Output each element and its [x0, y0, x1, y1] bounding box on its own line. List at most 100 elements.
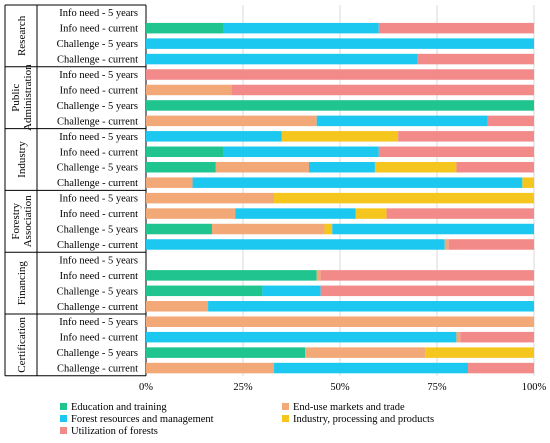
bar-segment-end — [146, 362, 275, 374]
row-label: Info need - current — [60, 209, 138, 220]
row-label: Challenge - 5 years — [57, 39, 138, 50]
row-label: Info need - 5 years — [59, 70, 138, 81]
x-axis-ticks: 0% 25% 50% 75% 100% — [139, 382, 547, 393]
legend-label-edu: Education and training — [71, 402, 167, 413]
row-label: Challenge - current — [57, 55, 138, 66]
bar-segment-ind — [281, 131, 399, 142]
bar-segment-for — [308, 161, 375, 173]
bar-segment-edu — [146, 22, 224, 34]
legend-swatch-for — [60, 415, 67, 422]
bar-segment-end — [456, 331, 461, 343]
row-label: Info need - 5 years — [59, 317, 138, 328]
row-label: Challenge - current — [57, 116, 138, 127]
bar-segment-util — [231, 84, 535, 96]
bar-segment-edu — [146, 161, 216, 173]
bar-segment-for — [316, 115, 488, 127]
plot-area — [4, 4, 535, 377]
bar-segment-ind — [274, 192, 534, 204]
bar-segment-ind — [425, 347, 534, 358]
bar-segment-end — [316, 270, 321, 281]
bar-segment-edu — [146, 270, 317, 281]
bar-segment-for — [262, 285, 321, 297]
bars — [146, 22, 535, 374]
bar-segment-edu — [146, 285, 263, 297]
row-label: Info need - current — [60, 147, 138, 158]
legend-label-for: Forest resources and management — [71, 414, 214, 425]
bar-segment-for — [208, 301, 534, 312]
bar-segment-for — [235, 208, 356, 219]
bar-segment-util — [378, 146, 534, 158]
legend-label-util: Utilization of forests — [71, 426, 158, 437]
x-tick-label: 25% — [233, 382, 253, 393]
bar-segment-for — [146, 38, 534, 49]
bar-segment-util — [146, 69, 534, 80]
bar-segment-ind — [374, 161, 457, 173]
bar-segment-util — [386, 208, 534, 219]
row-label: Info need - 5 years — [59, 255, 138, 266]
bar-segment-util — [320, 270, 534, 281]
x-tick-label: 0% — [139, 382, 153, 393]
group-label: PublicAdministration — [10, 64, 34, 131]
bar-segment-end — [305, 347, 426, 358]
bar-segment-for — [332, 223, 534, 235]
bar-segment-end — [146, 84, 232, 96]
row-label: Challenge - current — [57, 178, 138, 189]
group-label: Research — [16, 15, 28, 56]
bar-segment-edu — [146, 347, 306, 358]
bar-segment-end — [215, 161, 309, 173]
group-label-line: Forestry — [10, 202, 22, 239]
bar-segment-edu — [146, 100, 534, 111]
bar-segment-util — [456, 161, 534, 173]
bar-segment-end — [146, 192, 275, 204]
row-label: Info need - current — [60, 271, 138, 282]
row-labels: Info need - 5 years Info need - current Ch… — [57, 8, 138, 374]
row-label: Challenge - 5 years — [57, 163, 138, 174]
bar-segment-util — [487, 115, 534, 127]
bar-segment-util — [468, 362, 534, 374]
row-label: Info need - 5 years — [59, 194, 138, 205]
bar-segment-for — [192, 177, 523, 188]
row-label: Challenge - 5 years — [57, 286, 138, 297]
legend-label-end: End-use markets and trade — [293, 402, 405, 413]
row-label: Info need - current — [60, 85, 138, 96]
legend-swatch-ind — [282, 415, 289, 422]
group-label: ForestryAssociation — [10, 195, 34, 247]
row-label: Challenge - current — [57, 240, 138, 251]
group-labels: Research PublicAdministration Industry Fore… — [10, 15, 34, 372]
bar-segment-end — [146, 115, 317, 127]
bar-segment-util — [417, 53, 534, 65]
bar-segment-ind — [355, 208, 387, 219]
bar-segment-util — [398, 131, 534, 142]
bar-segment-end — [211, 223, 325, 235]
group-label-line: Association — [22, 195, 34, 247]
row-label: Challenge - current — [57, 302, 138, 313]
bar-segment-util — [448, 239, 534, 250]
bar-segment-ind — [324, 223, 333, 235]
bar-segment-edu — [146, 146, 224, 158]
group-label: Financing — [16, 261, 28, 305]
row-label: Challenge - 5 years — [57, 101, 138, 112]
legend-swatch-util — [60, 427, 67, 434]
group-label: Industry — [16, 141, 28, 178]
row-label: Info need - 5 years — [59, 8, 138, 19]
bar-segment-for — [223, 146, 379, 158]
bar-segment-end — [444, 239, 449, 250]
x-tick-label: 50% — [330, 382, 350, 393]
bar-segment-for — [274, 362, 469, 374]
legend-swatch-end — [282, 403, 289, 410]
group-label: Certification — [16, 317, 28, 373]
bar-segment-for — [146, 53, 418, 65]
row-label: Info need - current — [60, 333, 138, 344]
row-label: Info need - 5 years — [59, 132, 138, 143]
bar-segment-end — [146, 301, 209, 312]
x-tick-label: 75% — [427, 382, 447, 393]
bar-segment-ind — [522, 177, 534, 188]
bar-segment-end — [146, 177, 193, 188]
row-label: Challenge - current — [57, 364, 138, 375]
bar-segment-util — [320, 285, 534, 297]
x-tick-label: 100% — [522, 382, 547, 393]
group-label-line: Administration — [22, 64, 34, 131]
bar-segment-for — [146, 331, 457, 343]
bar-segment-util — [378, 22, 534, 34]
